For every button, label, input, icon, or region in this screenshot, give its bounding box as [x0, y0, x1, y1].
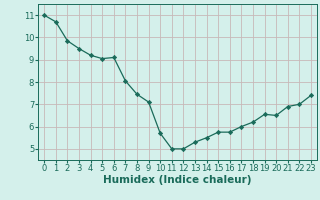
- X-axis label: Humidex (Indice chaleur): Humidex (Indice chaleur): [103, 175, 252, 185]
